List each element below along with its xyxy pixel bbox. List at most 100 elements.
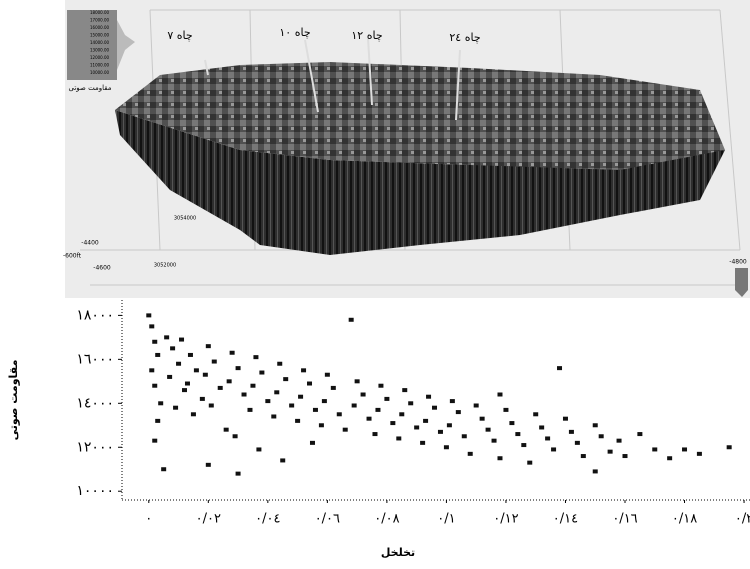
point [149, 324, 155, 329]
point [414, 425, 420, 430]
well-label: چاه ١٢ [351, 29, 382, 42]
x-axis-title: تخلخل [381, 546, 415, 559]
point [446, 423, 452, 428]
point [426, 394, 432, 399]
legend-value: 13000.00 [90, 48, 110, 53]
point [173, 405, 179, 410]
point [199, 396, 205, 401]
render-axis-label: 3052000 [154, 263, 176, 269]
point [485, 427, 491, 432]
render-axis-label: -4600 [93, 265, 111, 272]
point [149, 368, 155, 373]
point [354, 379, 360, 384]
point [295, 418, 301, 423]
point [158, 401, 164, 406]
point [256, 447, 262, 452]
point [449, 399, 455, 404]
point [184, 381, 190, 386]
y-tick-label: ١٨٠٠٠ [76, 307, 114, 323]
y-tick-label: ١٤٠٠٠ [76, 395, 114, 411]
point [336, 412, 342, 417]
point [637, 432, 643, 437]
legend-title: مقاومت صوتی [69, 84, 112, 92]
point [574, 440, 580, 445]
point [247, 407, 253, 412]
point [235, 366, 241, 371]
point [384, 396, 390, 401]
point [167, 374, 173, 379]
point [161, 467, 167, 472]
point [205, 344, 211, 349]
point [309, 440, 315, 445]
point [622, 454, 628, 459]
point [330, 385, 336, 390]
point [202, 372, 208, 377]
point [280, 458, 286, 463]
point [312, 407, 318, 412]
point [205, 462, 211, 467]
x-tick-label: ٠ [145, 512, 152, 527]
legend-value: 10000.00 [90, 70, 110, 75]
point [324, 372, 330, 377]
scatter-plot: مقاومت صوتی تخلخل ١٠٠٠٠ ١٢٠٠٠ ١٤٠٠٠ ١٦٠٠٠ ١٨… [7, 300, 750, 559]
x-tick-label: ٠/٠٦ [315, 512, 340, 527]
x-tick-label: ٠/١٢ [493, 512, 518, 527]
point [176, 361, 182, 366]
x-tick-label: ٠/٠٤ [255, 512, 280, 527]
point [568, 429, 574, 434]
point [265, 399, 271, 404]
point [232, 434, 238, 439]
point [551, 447, 557, 452]
y-tick-label: ١٢٠٠٠ [76, 439, 114, 455]
point [497, 456, 503, 461]
point [667, 456, 673, 461]
legend-value: 12000.00 [90, 55, 110, 60]
point [274, 390, 280, 395]
point [182, 388, 188, 393]
point [473, 403, 479, 408]
point [223, 427, 229, 432]
point [164, 335, 170, 340]
point [193, 368, 199, 373]
point [342, 427, 348, 432]
point [408, 401, 414, 406]
point [420, 440, 426, 445]
x-tick-label: ٠/١ [437, 512, 455, 527]
point [491, 438, 497, 443]
point [235, 471, 241, 476]
point [616, 438, 622, 443]
point [696, 451, 702, 456]
point [467, 451, 473, 456]
point [366, 416, 372, 421]
point [423, 418, 429, 423]
point [321, 399, 327, 404]
point [283, 377, 289, 382]
x-tick-label: ٠/٠٢ [196, 512, 221, 527]
render-axis-label: -4400 [81, 240, 99, 247]
point [208, 403, 214, 408]
point [226, 379, 232, 384]
point [432, 405, 438, 410]
point [289, 403, 295, 408]
legend-value: 18000.00 [90, 10, 110, 15]
point [229, 350, 235, 355]
point [503, 407, 509, 412]
x-tick-label: ٠/١٨ [672, 512, 697, 527]
point [682, 447, 688, 452]
point [146, 313, 152, 318]
x-tick-label: ٠/١٦ [612, 512, 637, 527]
block-top [115, 62, 725, 170]
point [461, 434, 467, 439]
x-tick-label: ٠/١٤ [553, 512, 578, 527]
point [259, 370, 265, 375]
point [479, 416, 485, 421]
point [155, 418, 161, 423]
point [152, 383, 158, 388]
point [152, 438, 158, 443]
well-lines [204, 37, 461, 121]
legend-value: 17000.00 [90, 18, 110, 23]
point [271, 414, 277, 419]
point [250, 383, 256, 388]
point [592, 423, 598, 428]
legend-value: 15000.00 [90, 33, 110, 38]
